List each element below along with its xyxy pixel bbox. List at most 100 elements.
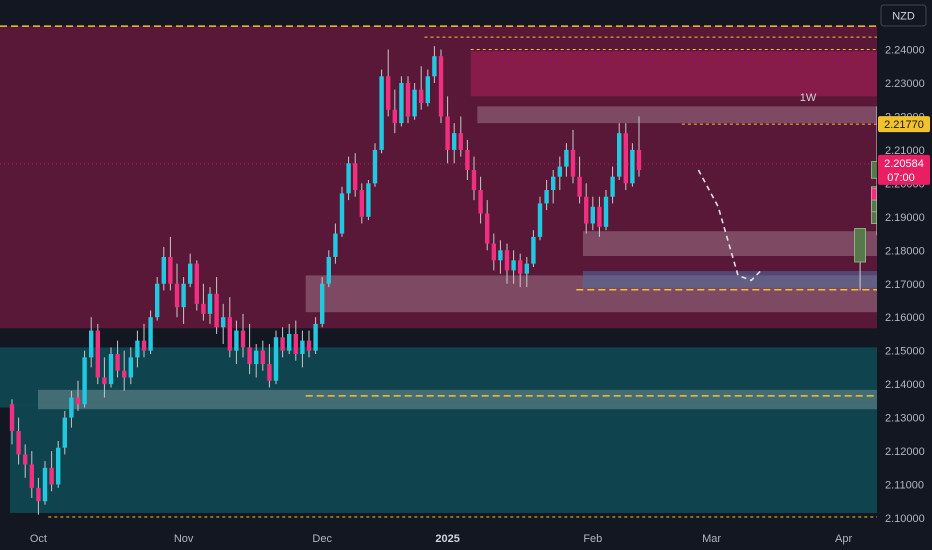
y-tick-label: 2.12000 xyxy=(885,446,925,458)
candle-body xyxy=(485,213,490,244)
candle-body xyxy=(623,133,628,184)
y-tick-label: 2.23000 xyxy=(885,78,925,90)
candle-body xyxy=(194,263,199,304)
candle-body xyxy=(465,149,470,170)
light-zone xyxy=(477,106,877,124)
candle-body xyxy=(320,283,325,324)
candle-body xyxy=(326,256,331,284)
demand-zone xyxy=(0,347,877,408)
x-tick-label: Mar xyxy=(702,533,721,545)
candle-body xyxy=(584,196,589,224)
candle-body xyxy=(570,149,576,177)
candle-body xyxy=(425,76,430,104)
candle-body xyxy=(181,283,186,308)
candle-body xyxy=(498,250,503,261)
weekly-candle-body xyxy=(854,228,866,263)
candle-body xyxy=(551,176,556,191)
candle-body xyxy=(260,350,265,365)
demand-zone xyxy=(10,402,877,513)
candle-body xyxy=(9,404,15,431)
candle-body xyxy=(36,487,41,502)
currency-badge-box xyxy=(880,4,927,27)
candle-body xyxy=(518,260,523,274)
candle-body xyxy=(537,203,543,237)
candle-body xyxy=(313,323,318,351)
candle-body xyxy=(590,206,595,224)
x-tick-label: Nov xyxy=(174,533,194,545)
candle-body xyxy=(201,303,206,314)
candle-body xyxy=(346,163,351,194)
candle-body xyxy=(458,133,463,150)
candle-body xyxy=(597,206,602,227)
candle-body xyxy=(359,190,364,217)
candle-body xyxy=(148,317,153,351)
candle-body xyxy=(89,330,94,358)
currency-label: NZD xyxy=(892,11,915,23)
light-zone xyxy=(582,231,877,256)
y-tick-label: 2.11000 xyxy=(885,480,924,492)
candle-body xyxy=(478,190,483,214)
x-tick-label: Dec xyxy=(312,533,332,545)
candle-body xyxy=(207,293,213,314)
candle-body xyxy=(544,190,549,204)
time-axis-background xyxy=(0,522,877,550)
level-lines xyxy=(0,25,877,518)
candle-body xyxy=(161,256,166,284)
candle-body xyxy=(221,317,226,328)
x-tick-label: Apr xyxy=(835,533,852,545)
price-axis[interactable]: 2.240002.230002.220002.210002.200002.190… xyxy=(877,0,932,550)
candle-body xyxy=(392,109,397,124)
price-tags: 2.21770 2.20584 07:00 xyxy=(878,116,930,185)
candle-body xyxy=(122,370,127,378)
candle-body xyxy=(168,256,173,284)
candle-body xyxy=(524,263,529,274)
y-tick-label: 2.21000 xyxy=(885,145,925,157)
candle-body xyxy=(630,149,635,184)
projection-path xyxy=(697,169,762,282)
candle-body xyxy=(240,330,246,348)
candle-body xyxy=(108,354,114,385)
candle-body xyxy=(412,89,417,117)
candle-body xyxy=(62,417,67,448)
candle-body xyxy=(617,133,622,177)
candle-body xyxy=(452,133,457,150)
level-price-tag-text: 2.21770 xyxy=(884,119,924,131)
candle-body xyxy=(504,250,510,271)
x-tick-label: Feb xyxy=(583,533,602,545)
candle-body xyxy=(287,333,292,351)
candle-body xyxy=(102,377,107,385)
candle-body xyxy=(174,283,180,308)
candle-body xyxy=(267,364,272,381)
candle-body xyxy=(511,260,516,271)
candle-body xyxy=(306,340,312,351)
supply-zone xyxy=(470,51,877,97)
candle-body xyxy=(29,464,34,488)
currency-badge[interactable]: NZD xyxy=(880,4,927,27)
y-tick-label: 2.10000 xyxy=(885,513,925,525)
candle-body xyxy=(564,149,569,167)
candle-body xyxy=(273,337,279,381)
candle-body xyxy=(386,76,391,110)
candle-body xyxy=(75,397,81,405)
y-tick-label: 2.13000 xyxy=(885,413,925,425)
candle-body xyxy=(610,176,615,197)
candle-body xyxy=(445,116,450,150)
candle-body xyxy=(49,467,54,485)
y-tick-label: 2.24000 xyxy=(885,45,925,57)
candle-body xyxy=(353,163,358,191)
candle-body xyxy=(366,183,371,217)
candle-body xyxy=(214,293,219,328)
x-tick-label: Oct xyxy=(30,533,47,545)
candle-body xyxy=(254,350,259,365)
time-axis[interactable]: Oct Nov Dec 2025 Feb Mar Apr xyxy=(0,522,877,550)
y-tick-label: 2.15000 xyxy=(885,346,925,358)
y-tick-label: 2.16000 xyxy=(885,312,925,324)
candle-body xyxy=(56,447,61,485)
candle-body xyxy=(82,357,87,405)
timeframe-label-layer: 1W xyxy=(800,92,817,104)
candle-body xyxy=(636,149,642,170)
candle-body xyxy=(603,196,609,227)
candle-body xyxy=(42,467,48,502)
candle-body xyxy=(491,243,496,261)
